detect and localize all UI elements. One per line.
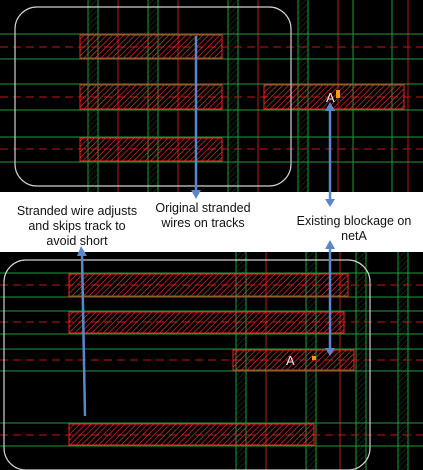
arrow-stranded-wire <box>77 246 87 417</box>
arrow-existing-blockage <box>325 102 335 356</box>
label-existing-blockage: Existing blockage on netA <box>285 214 423 244</box>
label-original-line-2: wires on tracks <box>161 216 245 230</box>
top-boundary-box <box>14 6 292 187</box>
wire-bottom-1 <box>68 273 349 297</box>
label-stranded-wire: Stranded wire adjusts and skips track to… <box>2 204 152 249</box>
label-blockage-line-1: Existing blockage on <box>296 214 412 228</box>
pin-label-top: A <box>326 90 335 105</box>
wire-bottom-2 <box>68 311 345 334</box>
netA-blockage-top <box>263 84 405 110</box>
wire-bottom-3 <box>68 423 315 446</box>
top-stranded-wires <box>79 34 223 162</box>
annotation-band <box>0 192 423 252</box>
label-original-line-1: Original stranded <box>155 201 251 215</box>
netA-blockage-bottom <box>232 349 355 371</box>
label-stranded-line-2: and skips track to <box>28 219 126 233</box>
wire-top-1 <box>79 34 223 59</box>
pin-marker-top <box>336 90 340 98</box>
bottom-adjusted-wires <box>68 273 349 446</box>
bottom-layout-panel: A <box>0 252 423 470</box>
label-original-wires: Original stranded wires on tracks <box>148 201 258 231</box>
label-stranded-line-1: Stranded wire adjusts <box>16 204 138 218</box>
bottom-boundary-box <box>3 259 371 470</box>
bottom-horizontal-tracks <box>0 272 423 447</box>
top-layout-panel: A <box>0 0 423 192</box>
label-stranded-line-3: avoid short <box>46 234 108 248</box>
wire-top-2 <box>79 84 223 110</box>
annotation-arrows <box>77 36 335 417</box>
pin-label-bottom: A <box>286 353 295 368</box>
arrow-original-wires <box>191 36 201 199</box>
label-blockage-line-2: netA <box>341 229 367 243</box>
wire-top-3 <box>79 137 223 162</box>
pin-marker-bottom <box>312 356 316 360</box>
